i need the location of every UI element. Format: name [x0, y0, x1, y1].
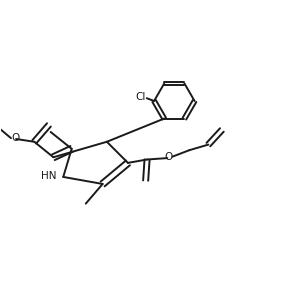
- Text: O: O: [11, 133, 19, 143]
- Text: O: O: [164, 152, 172, 162]
- Text: HN: HN: [41, 171, 57, 181]
- Text: Cl: Cl: [135, 92, 146, 102]
